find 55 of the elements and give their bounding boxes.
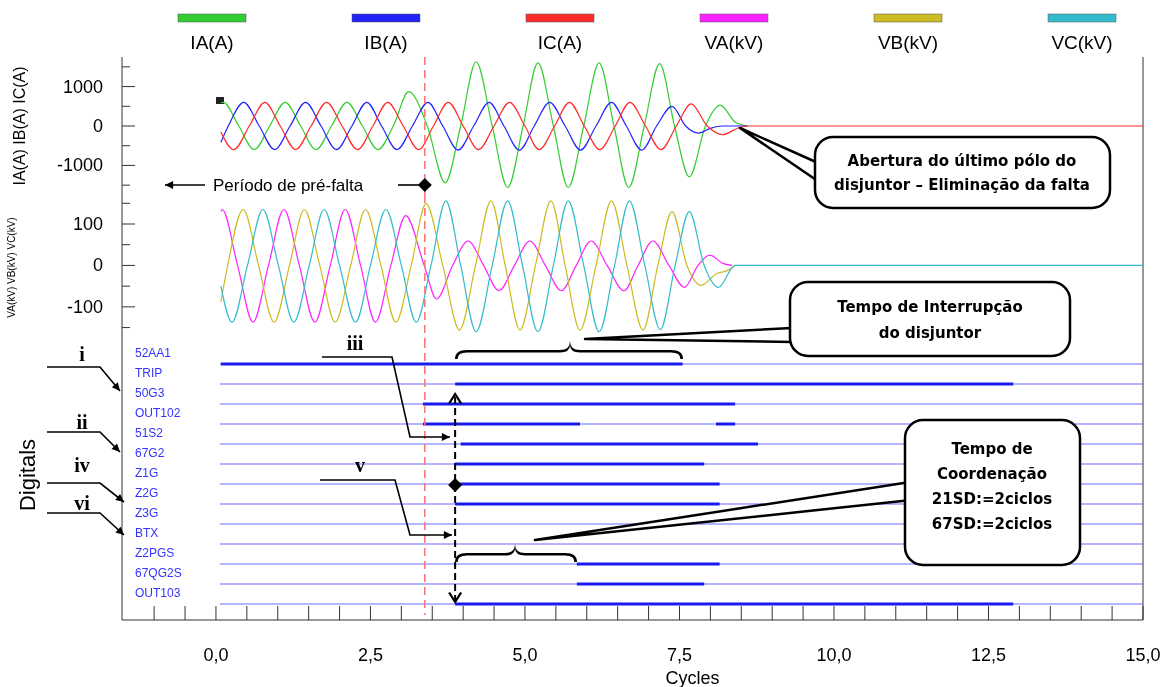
- legend-label: IB(A): [364, 32, 408, 53]
- legend-label: VA(kV): [704, 32, 764, 53]
- y-tick-label: Z3G: [135, 506, 159, 520]
- y-tick-label: 50G3: [135, 386, 165, 400]
- y-axis-title: IA(A) IB(A) IC(A): [11, 66, 28, 186]
- y-tick-label: 100: [72, 214, 103, 234]
- text: ii: [76, 411, 88, 433]
- annotation: Tempo de Interrupção do disjuntor: [837, 298, 1023, 342]
- y-tick-label: OUT103: [135, 586, 181, 600]
- y-tick-label: 1000: [62, 76, 103, 97]
- bar: [460, 442, 758, 446]
- bar: [455, 382, 1014, 386]
- y-tick-label: 67QG2S: [135, 566, 182, 580]
- bar: [715, 422, 736, 426]
- y-tick-label: TRIP: [135, 366, 163, 380]
- annotation: Abertura do último pólo do disjuntor – Eliminação da falta: [834, 152, 1090, 194]
- bar: [220, 362, 683, 366]
- y-tick-label: OUT102: [135, 406, 181, 420]
- y-tick-label: -100: [66, 296, 103, 317]
- bar: [576, 562, 720, 566]
- annotation: Tempo de Coordenação 21SD:=2ciclos 67SD:=2ciclos: [931, 440, 1053, 533]
- text: iv: [74, 454, 90, 476]
- y-tick-label: 0: [92, 116, 103, 136]
- x-tick-label: 7,5: [666, 645, 692, 665]
- x-tick-label: 12,5: [970, 645, 1007, 665]
- line-series: [220, 101, 749, 151]
- y-tick-label: Z2PGS: [135, 546, 175, 560]
- y-tick-label: 51S2: [135, 426, 164, 440]
- annotation: v: [355, 454, 365, 476]
- y-tick-label: Z2G: [135, 486, 159, 500]
- y-tick-label: -1000: [56, 155, 103, 176]
- x-tick-label: 5,0: [512, 645, 538, 665]
- x-tick-label: 2,5: [357, 645, 383, 665]
- x-tick-label: 15,0: [1125, 645, 1161, 665]
- y-tick-label: 0: [92, 255, 103, 276]
- x-tick-label: 10,0: [816, 645, 852, 665]
- legend-label: IC(A): [537, 32, 583, 53]
- x-tick-label: 0,0: [203, 645, 229, 665]
- annotation: Período de pré-falta: [213, 176, 364, 195]
- x-axis-title: Cycles: [665, 668, 720, 687]
- y-tick-label: 67G2: [135, 446, 165, 460]
- annotation: iii: [346, 332, 364, 354]
- y-tick-label: Z1G: [135, 466, 159, 480]
- text: i: [79, 343, 86, 365]
- y-tick-label: BTX: [135, 526, 159, 540]
- line-series: [220, 101, 1144, 151]
- y-axis-title: Digitals: [15, 438, 40, 512]
- y-tick-label: 52AA1: [135, 346, 172, 360]
- legend-label: VB(kV): [877, 32, 939, 53]
- legend-label: VC(kV): [1051, 32, 1113, 53]
- bar: [455, 502, 720, 506]
- text: vi: [74, 492, 91, 514]
- y-axis-title: VA(kV) VB(kV) VC(kV): [6, 217, 17, 318]
- legend-label: IA(A): [190, 32, 234, 53]
- bar: [576, 582, 705, 586]
